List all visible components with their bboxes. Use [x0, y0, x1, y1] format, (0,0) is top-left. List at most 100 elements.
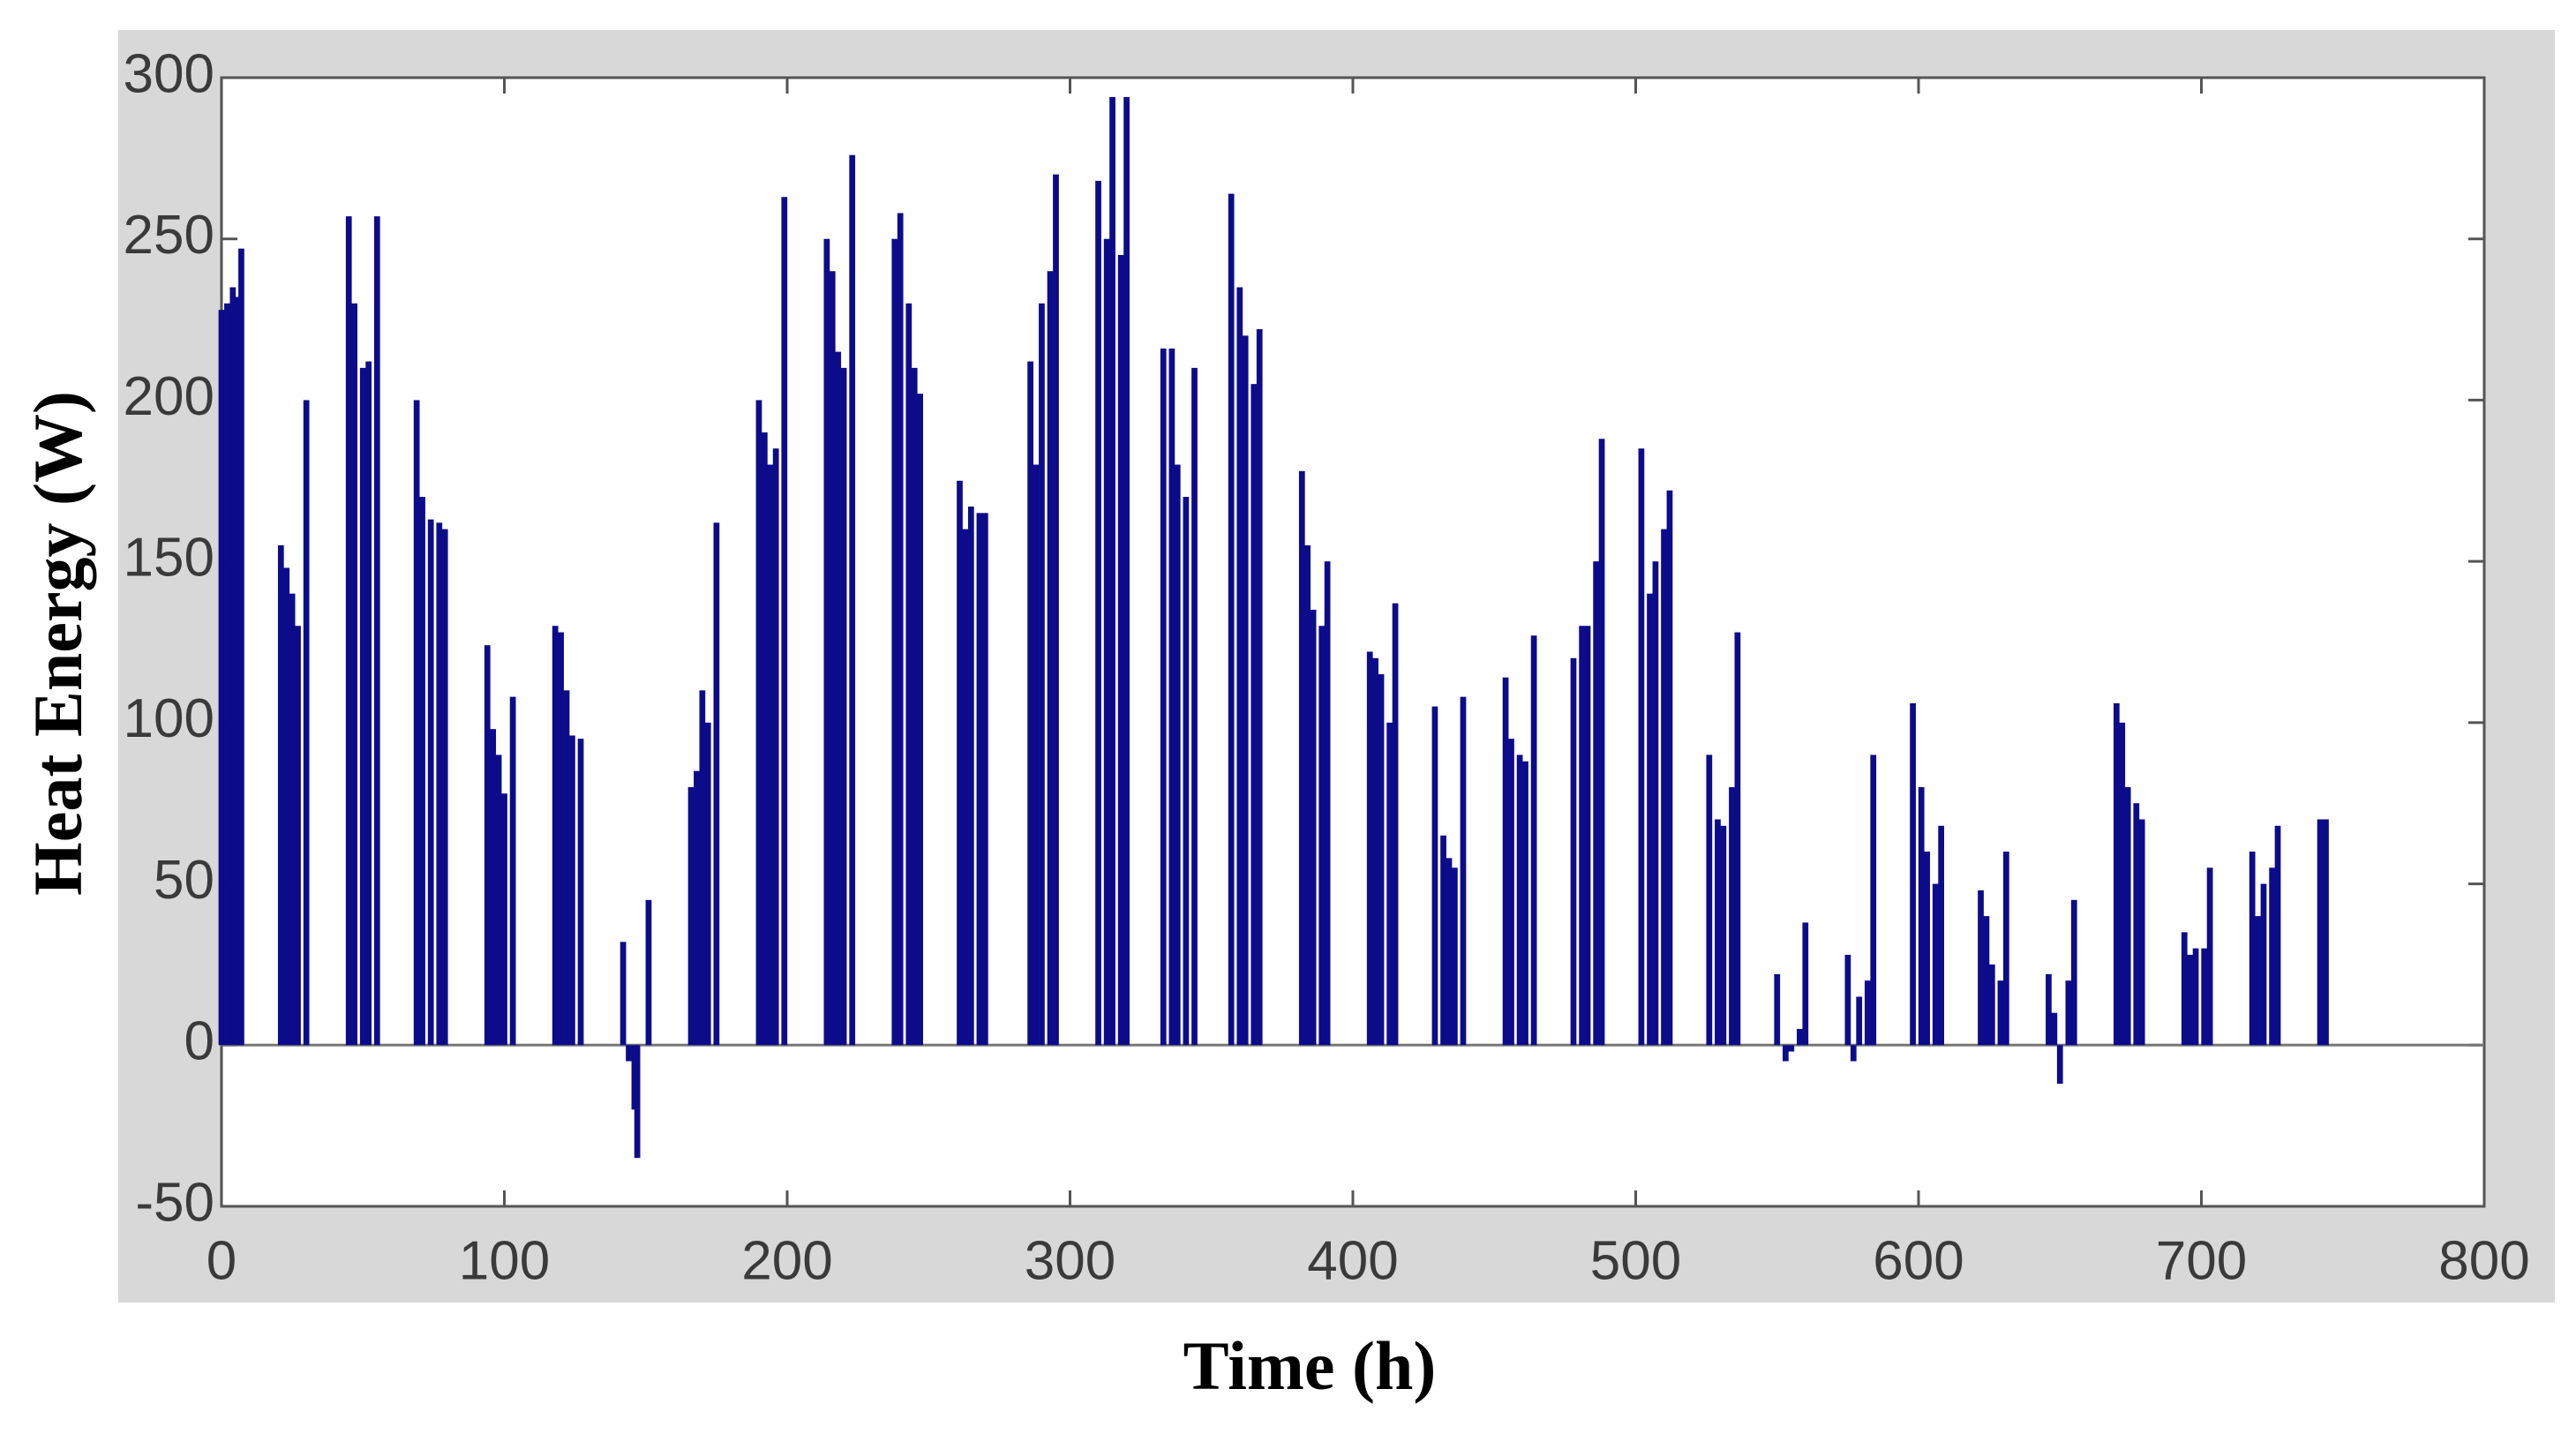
bar — [277, 544, 284, 1046]
bar — [419, 497, 425, 1046]
bar — [1522, 761, 1528, 1046]
bar — [1039, 303, 1045, 1046]
bar — [1661, 529, 1667, 1046]
x-axis-title: Time (h) — [1183, 1327, 1437, 1404]
bar — [283, 567, 290, 1046]
bar — [2274, 825, 2281, 1046]
bar — [1117, 254, 1124, 1046]
bar — [917, 394, 924, 1046]
bar — [1123, 96, 1130, 1046]
bar — [2056, 1045, 2063, 1085]
bar — [1452, 867, 1458, 1046]
bar — [1530, 635, 1537, 1046]
bar — [905, 303, 912, 1046]
y-tick-label: 100 — [124, 688, 214, 749]
y-tick-label: 250 — [124, 205, 214, 266]
bar — [1579, 626, 1585, 1046]
bar — [436, 522, 443, 1046]
bar — [345, 216, 352, 1046]
bar — [1033, 464, 1040, 1046]
bar — [2192, 948, 2199, 1046]
bar — [1160, 348, 1167, 1046]
bar — [1850, 1045, 1857, 1062]
bar — [1844, 954, 1851, 1046]
y-tick-label: 150 — [124, 528, 214, 589]
bar — [1988, 964, 1995, 1046]
bar — [2070, 899, 2077, 1046]
bar — [373, 216, 380, 1046]
bar — [957, 480, 963, 1046]
bar — [1774, 973, 1781, 1046]
bar — [687, 786, 695, 1046]
bar — [1516, 755, 1523, 1046]
y-tick-label: 200 — [124, 366, 214, 427]
bar — [772, 448, 779, 1046]
y-axis-title: Heat Energy (W) — [19, 391, 96, 896]
bar — [967, 507, 974, 1046]
bar — [976, 513, 983, 1046]
bar — [981, 513, 988, 1046]
bar — [1027, 361, 1033, 1046]
bar — [1378, 674, 1385, 1046]
bar — [767, 464, 774, 1046]
bar — [2124, 786, 2131, 1046]
bar — [1440, 835, 1446, 1046]
bar — [694, 770, 700, 1046]
bar — [2051, 1012, 2058, 1046]
bar — [2249, 852, 2256, 1046]
bar — [634, 1045, 641, 1159]
bar — [441, 529, 448, 1046]
bar — [1256, 329, 1263, 1046]
bar — [1924, 852, 1930, 1046]
bar — [1386, 722, 1393, 1046]
bar — [1366, 651, 1373, 1046]
bar — [1047, 271, 1054, 1046]
bar — [1183, 497, 1190, 1046]
x-tick-label: 500 — [1590, 1230, 1681, 1291]
bar — [2133, 803, 2140, 1046]
x-tick-label: 300 — [1025, 1230, 1115, 1291]
bar — [413, 400, 420, 1046]
bar — [2181, 932, 2188, 1046]
bar — [2187, 954, 2194, 1046]
bar — [1584, 626, 1591, 1046]
bar — [755, 400, 762, 1046]
bar — [1318, 626, 1326, 1046]
bar — [495, 755, 502, 1046]
bar — [359, 367, 366, 1046]
bar — [1392, 603, 1399, 1046]
bar — [1729, 786, 1735, 1046]
bar — [484, 645, 491, 1046]
bar — [1103, 238, 1110, 1046]
bar — [1797, 1029, 1803, 1046]
bar — [823, 238, 830, 1046]
bar — [351, 303, 358, 1046]
bar — [1638, 448, 1645, 1046]
bar — [289, 593, 296, 1046]
x-tick-label: 400 — [1307, 1230, 1398, 1291]
bar — [704, 722, 711, 1046]
bar — [552, 626, 559, 1046]
bar — [569, 735, 575, 1046]
bar — [1856, 996, 1863, 1046]
plot-area — [220, 76, 2486, 1208]
bar — [563, 690, 570, 1046]
bar — [1191, 367, 1198, 1046]
bar — [645, 899, 652, 1046]
bar — [2113, 702, 2120, 1046]
bar — [1997, 980, 2004, 1046]
bar — [501, 793, 507, 1046]
bar — [1250, 384, 1258, 1046]
x-tick-label: 600 — [1873, 1230, 1964, 1291]
y-tick-label: -50 — [135, 1172, 214, 1233]
bar — [1174, 464, 1181, 1046]
bar — [427, 519, 434, 1046]
bar — [2046, 973, 2052, 1046]
bar — [781, 197, 788, 1046]
bar — [761, 432, 768, 1046]
x-tick-label: 800 — [2438, 1230, 2529, 1291]
bar — [1236, 287, 1243, 1046]
bar — [1298, 470, 1305, 1046]
bar — [1598, 439, 1605, 1046]
